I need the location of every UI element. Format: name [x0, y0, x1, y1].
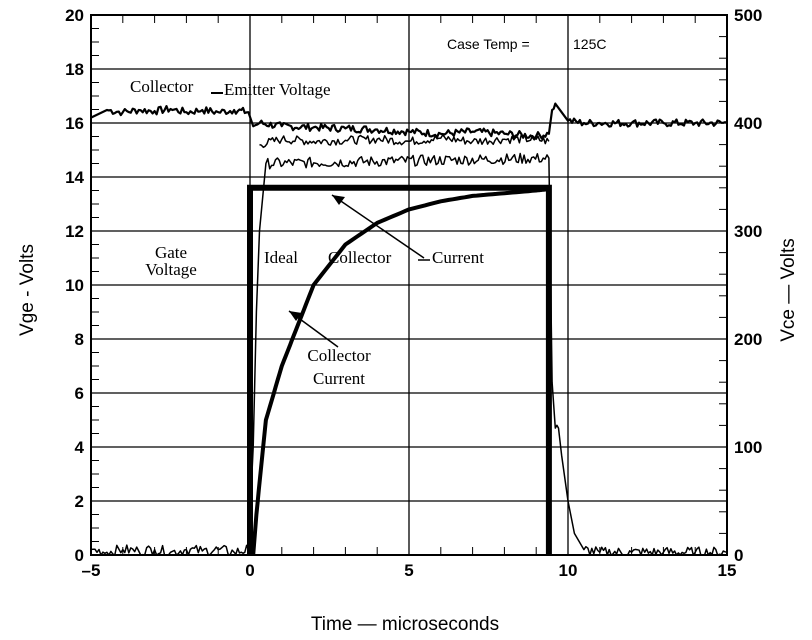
y-tick-label-left: 18 [65, 60, 84, 79]
x-tick-label: –5 [82, 561, 101, 580]
y-tick-label-right: 500 [734, 6, 762, 25]
ideal-current-label: Current [432, 248, 484, 267]
series-line-1 [90, 102, 728, 141]
plot-frame [90, 14, 728, 556]
y-tick-label-left: 6 [75, 384, 84, 403]
x-tick-label: 5 [404, 561, 413, 580]
y-tick-label-left: 4 [75, 438, 85, 457]
y-tick-label-left: 12 [65, 222, 84, 241]
y-tick-label-right: 300 [734, 222, 762, 241]
collector-emitter-label-2: Emitter Voltage [224, 80, 331, 99]
y-axis-title-left: Vge - Volts [17, 244, 38, 336]
y-tick-label-left: 0 [75, 546, 84, 565]
x-tick-label: 10 [559, 561, 578, 580]
y-tick-label-left: 16 [65, 114, 84, 133]
series-line-3 [90, 152, 728, 556]
gate-voltage-label-2: Voltage [145, 260, 197, 279]
ideal-current-arrow [331, 194, 425, 259]
collector-current-label-1: Collector [307, 346, 371, 365]
collector-emitter-label: Collector [130, 77, 194, 96]
x-axis-title: Time — microseconds [311, 614, 499, 635]
y-tick-label-left: 10 [65, 276, 84, 295]
minor-ticks [91, 15, 727, 555]
ideal-current-arrowhead [332, 195, 345, 205]
x-tick-label: 15 [718, 561, 737, 580]
y-tick-label-left: 20 [65, 6, 84, 25]
collector-current-arrowhead [289, 311, 302, 321]
series-line-5 [247, 184, 552, 555]
y-axis-title-right: Vce — Volts [778, 238, 799, 342]
series-layer [90, 102, 728, 556]
y-tick-label-left: 2 [75, 492, 84, 511]
y-tick-label-right: 100 [734, 438, 762, 457]
y-tick-label-right: 400 [734, 114, 762, 133]
ideal-collector-label: Collector [328, 248, 392, 267]
series-line-2 [259, 134, 550, 149]
y-tick-label-left: 8 [75, 330, 84, 349]
x-tick-label: 0 [245, 561, 254, 580]
y-tick-label-left: 14 [65, 168, 84, 187]
y-tick-label-right: 0 [734, 546, 743, 565]
ideal-label: Ideal [264, 248, 298, 267]
gate-voltage-label-1: Gate [155, 243, 187, 262]
collector-current-label-2: Current [313, 369, 365, 388]
case-temp-value: 125C [573, 36, 606, 52]
case-temp-label: Case Temp = [447, 36, 530, 52]
grid [91, 15, 727, 555]
y-tick-label-right: 200 [734, 330, 762, 349]
series-line-4 [251, 187, 550, 556]
